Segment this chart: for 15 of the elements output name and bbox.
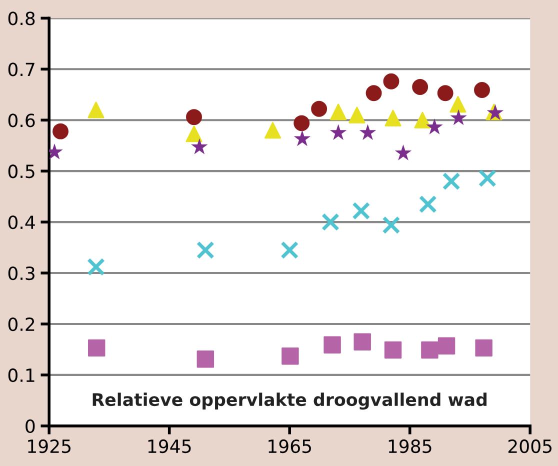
y-tick-label: 0.6 [8, 114, 35, 128]
y-tick-label: 0.2 [8, 317, 34, 332]
y-tick-label: 0.8 [8, 12, 35, 26]
y-tick-label: 0.3 [8, 266, 34, 280]
x-tick-label: 2005 [508, 439, 552, 454]
annotation: Relatieve oppervlakte droogvallend wad [92, 392, 487, 410]
y-tick-label: 0.7 [8, 62, 34, 76]
y-tick-label: 0 [26, 419, 35, 434]
x-tick-label: 1985 [388, 439, 432, 454]
x-tick-label: 1925 [28, 439, 70, 454]
x-tick-label: 1965 [268, 439, 311, 454]
y-tick-label: 0.4 [8, 216, 35, 230]
y-tick-label: 0.5 [8, 164, 34, 178]
y-tick-label: 0.1 [8, 368, 34, 382]
x-tick-label: 1945 [148, 439, 191, 454]
